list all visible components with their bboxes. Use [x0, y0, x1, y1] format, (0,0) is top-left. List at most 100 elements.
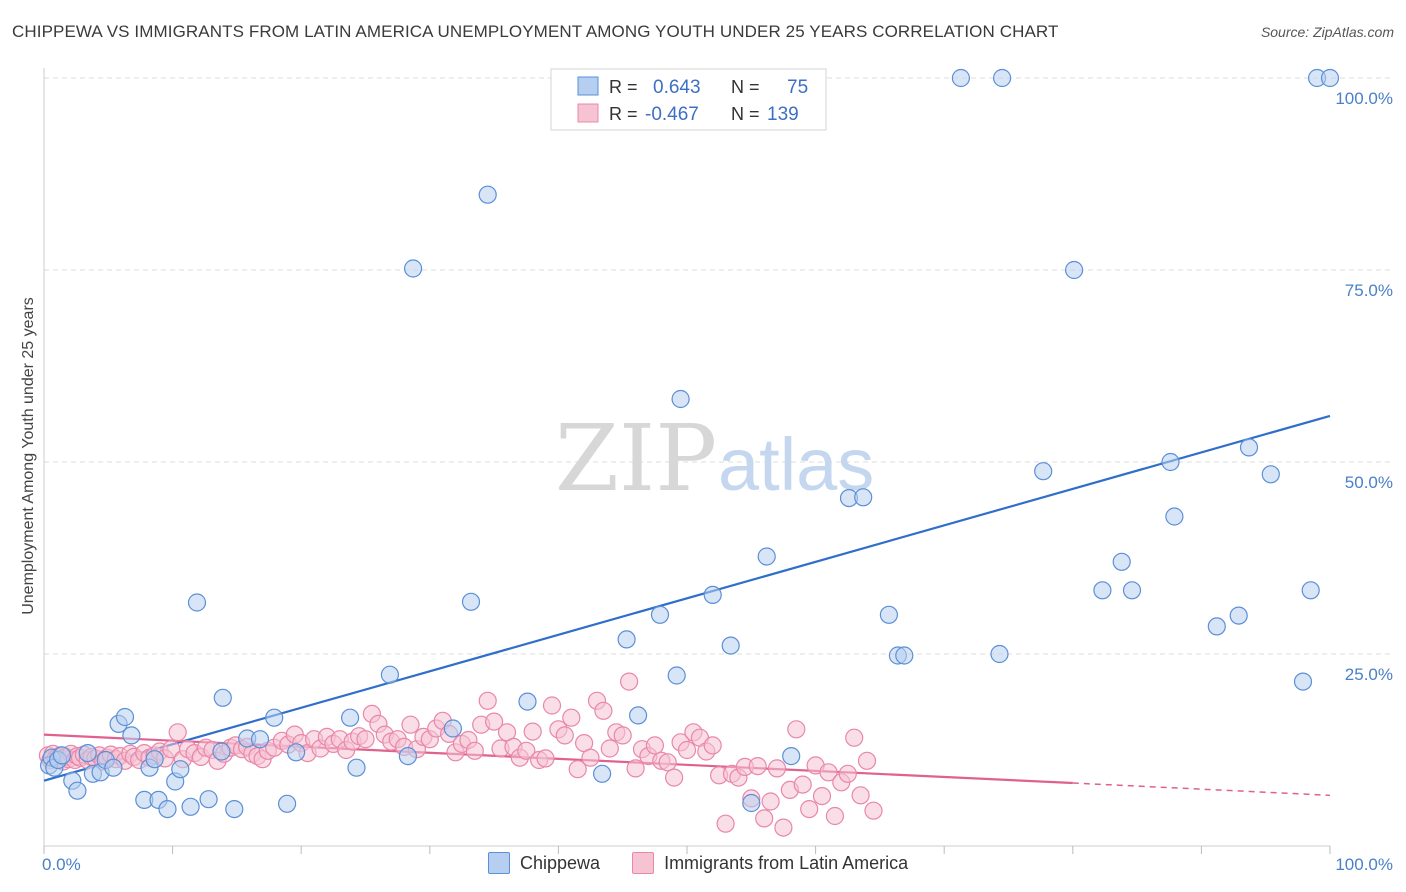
chippewa-point	[461, 592, 481, 611]
chippewa-point	[592, 764, 612, 783]
latin-america-point	[761, 792, 780, 811]
chippewa-point	[171, 760, 190, 779]
chippewa-point	[250, 730, 270, 749]
y-axis-label: Unemployment Among Youth under 25 years	[20, 297, 37, 615]
legend-r-value-latin-america: -0.467	[645, 104, 699, 125]
latin-america-point	[767, 759, 787, 778]
legend-item-latin-america: Immigrants from Latin America	[632, 852, 908, 874]
chippewa-point	[181, 797, 200, 816]
latin-america-point	[581, 748, 600, 767]
legend-swatch-chippewa	[577, 76, 599, 96]
legend-n-value-latin-america: 139	[767, 104, 799, 125]
latin-america-point	[838, 764, 857, 783]
chippewa-point	[1122, 581, 1142, 600]
latin-america-point	[857, 751, 877, 770]
axes	[43, 68, 1331, 854]
latin-america-point	[168, 723, 187, 742]
y-tick-label: 25.0%	[1345, 665, 1393, 684]
chippewa-point	[671, 389, 690, 409]
y-tick-label: 100.0%	[1335, 89, 1393, 108]
chippewa-point	[1207, 617, 1226, 636]
chippewa-point	[1165, 507, 1184, 526]
latin-america-point	[542, 696, 562, 715]
chippewa-point	[104, 758, 123, 777]
latin-america-point	[485, 712, 504, 731]
chippewa-point	[703, 585, 722, 605]
latin-america-point	[568, 760, 587, 779]
chippewa-point	[287, 743, 306, 762]
legend-item-chippewa: Chippewa	[488, 852, 600, 874]
chippewa-point	[1261, 465, 1280, 484]
chippewa-point	[667, 666, 686, 685]
latin-america-point	[677, 740, 697, 760]
chippewa-point	[992, 68, 1012, 88]
y-tick-labels: 25.0% 50.0% 75.0% 100.0%	[1335, 89, 1393, 684]
chippewa-point	[347, 758, 366, 777]
latin-america-point	[812, 786, 832, 806]
x-tick-labels: 0.0% 100.0%	[42, 855, 1393, 874]
latin-america-point	[825, 806, 845, 826]
chippewa-point	[951, 68, 971, 88]
chippewa-point	[1112, 552, 1131, 571]
chippewa-point	[122, 726, 141, 745]
chippewa-point	[895, 646, 914, 665]
source-credit: Source: ZipAtlas.com	[1260, 24, 1394, 40]
chippewa-point	[278, 794, 297, 813]
latin-america-trend-extension	[1072, 782, 1331, 797]
chippewa-point	[1064, 260, 1084, 280]
latin-america-point	[465, 741, 484, 760]
latin-america-point	[401, 715, 420, 734]
latin-america-point	[626, 759, 645, 778]
chippewa-point	[404, 259, 423, 278]
latin-america-point	[517, 741, 536, 760]
x-tick-label: 0.0%	[42, 855, 81, 874]
chippewa-point	[879, 605, 899, 624]
legend-r-value-chippewa: 0.643	[653, 77, 701, 98]
chippewa-point	[518, 692, 537, 711]
chippewa-point	[213, 688, 232, 707]
chippewa-point	[443, 719, 462, 738]
chippewa-point	[1320, 68, 1340, 88]
latin-america-point	[864, 801, 883, 820]
latin-america-point	[703, 736, 722, 755]
watermark: ZIP atlas	[555, 405, 874, 512]
chippewa-point	[617, 630, 636, 649]
legend-swatch-latin-america	[632, 852, 655, 874]
chippewa-point	[1093, 581, 1112, 600]
chippewa-point	[145, 750, 164, 769]
y-tick-label: 50.0%	[1345, 473, 1393, 492]
chippewa-point	[742, 793, 761, 813]
legend-swatch-latin-america	[577, 103, 599, 123]
latin-america-point	[755, 809, 774, 828]
latin-america-point	[536, 749, 555, 768]
latin-america-point	[787, 720, 806, 739]
chippewa-point	[398, 746, 417, 766]
scatter-points	[38, 68, 1340, 837]
chippewa-point	[187, 593, 207, 612]
chippewa-point	[115, 707, 135, 727]
latin-america-point	[793, 775, 812, 794]
x-tick-label: 100.0%	[1335, 855, 1393, 874]
chippewa-point	[158, 799, 177, 819]
watermark-zip: ZIP	[555, 405, 717, 512]
latin-america-point	[845, 728, 864, 747]
chippewa-point	[721, 636, 740, 655]
chippewa-trend-line	[43, 414, 1331, 782]
legend-n-label: N =	[731, 104, 760, 124]
chippewa-point	[68, 781, 87, 800]
chippewa-point	[990, 644, 1009, 664]
latin-america-point	[819, 763, 838, 782]
chippewa-point	[1239, 438, 1259, 457]
latin-america-point	[613, 726, 632, 745]
chippewa-point	[1161, 452, 1180, 472]
latin-america-point	[658, 753, 677, 772]
chippewa-point	[212, 742, 231, 761]
legend-n-value-chippewa: 75	[787, 77, 808, 98]
latin-america-point	[478, 691, 497, 710]
latin-america-point	[748, 756, 767, 776]
legend-label-latin-america: Immigrants from Latin America	[664, 852, 909, 873]
legend-n-label: N =	[731, 77, 760, 97]
latin-america-point	[600, 739, 619, 758]
stats-legend: R = 0.643 N = 75 R = -0.467 N = 139	[550, 68, 827, 131]
latin-america-point	[594, 701, 613, 720]
